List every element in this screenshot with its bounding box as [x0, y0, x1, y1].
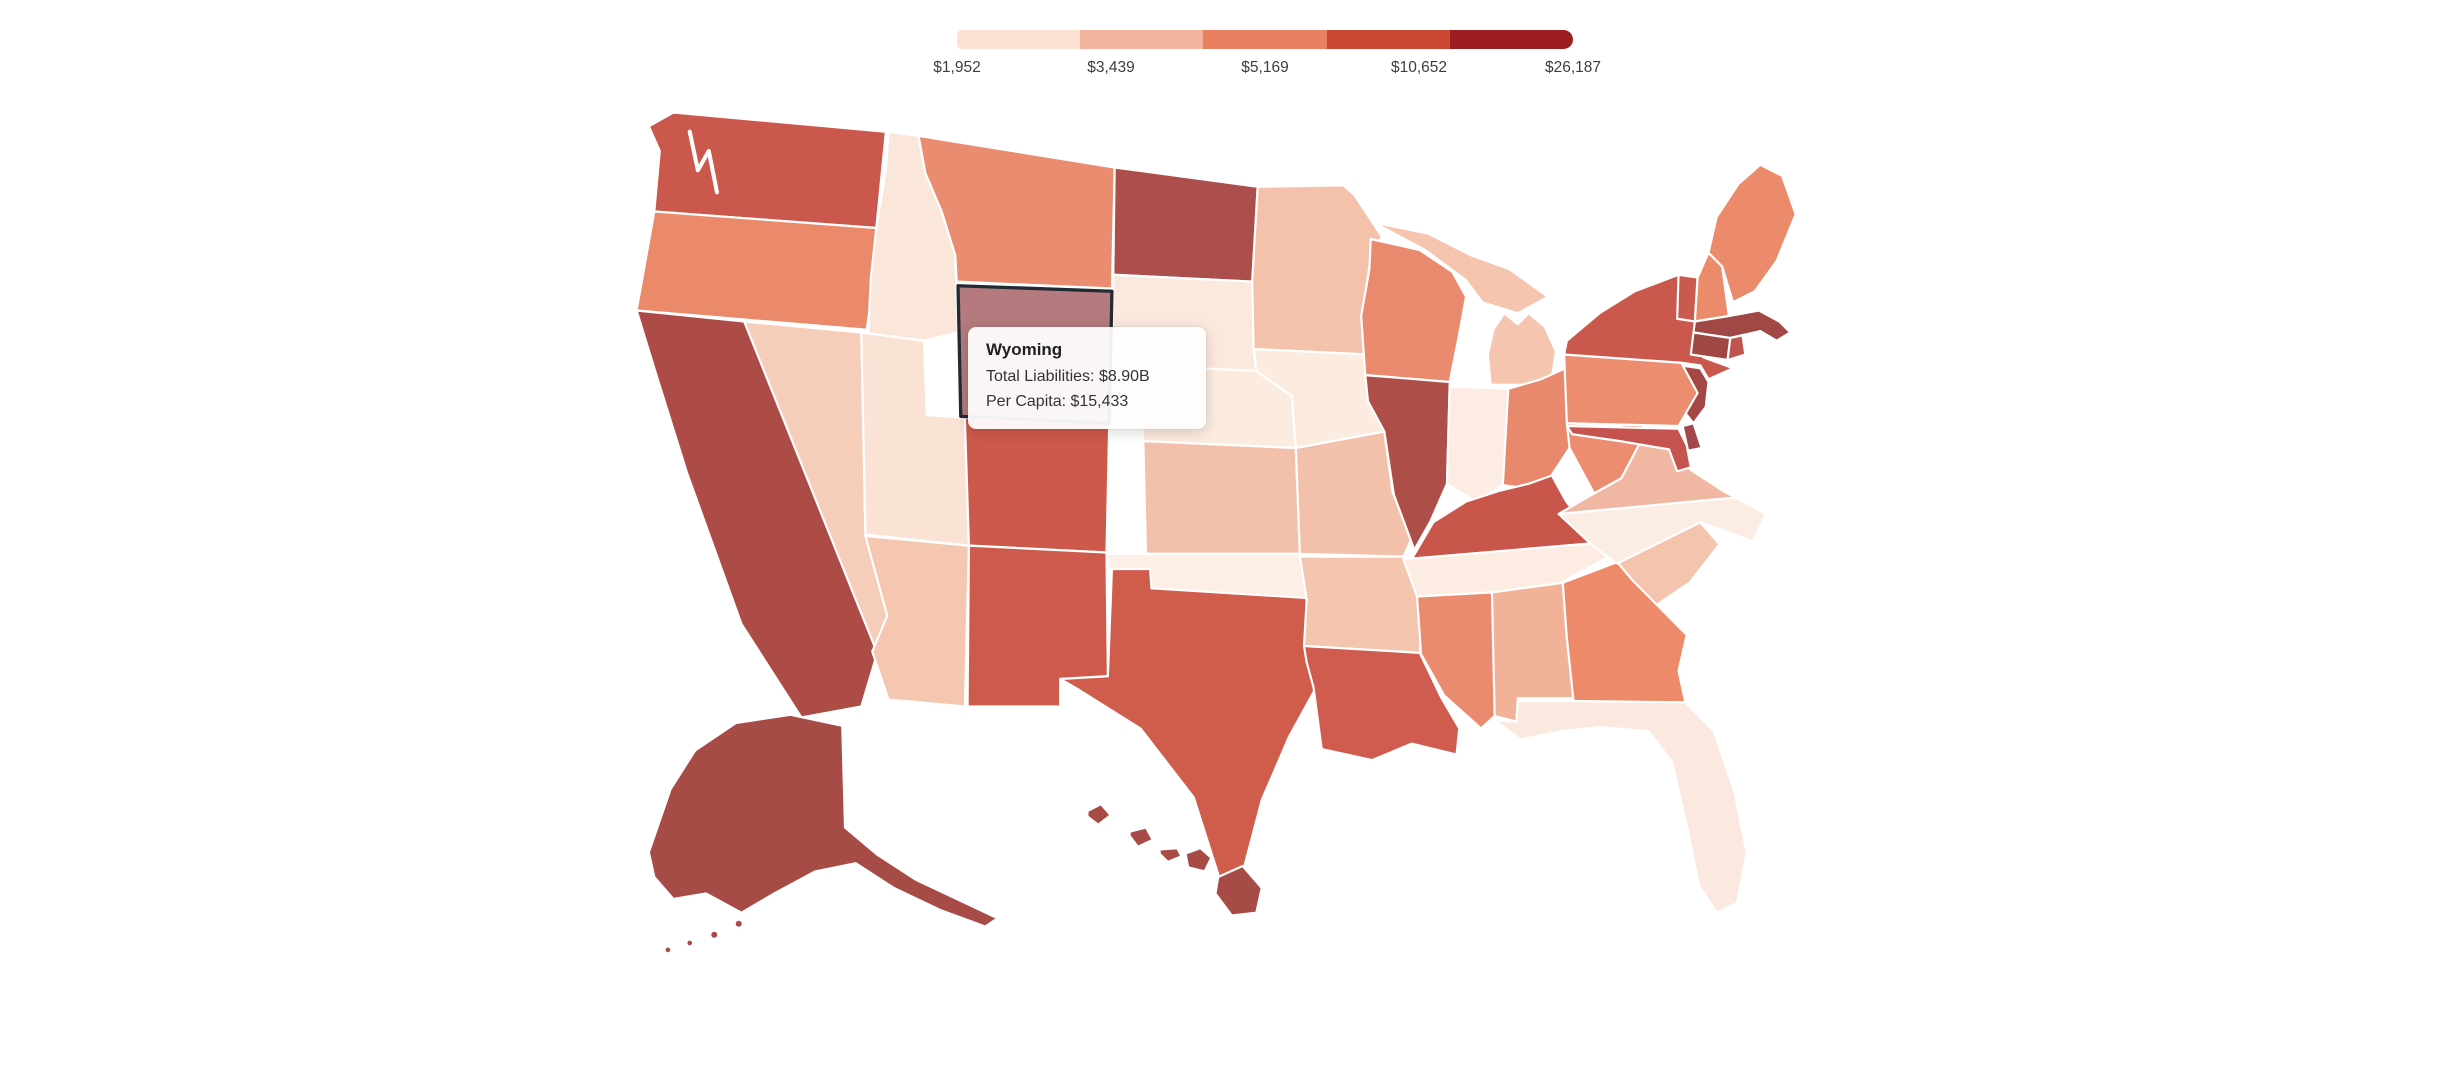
state-michigan-lower-peninsula[interactable] [1486, 312, 1558, 386]
state-hawaii-maui[interactable] [1184, 847, 1213, 873]
legend-swatch-2 [1080, 30, 1204, 49]
state-maine[interactable] [1707, 163, 1797, 304]
state-hawaii-molokai[interactable] [1158, 847, 1183, 863]
state-wisconsin[interactable] [1360, 237, 1468, 384]
state-hawaii-kauai[interactable] [1086, 803, 1112, 826]
state-new-hampshire[interactable] [1693, 251, 1731, 323]
state-florida[interactable] [1493, 699, 1748, 914]
state-ohio[interactable] [1501, 367, 1571, 489]
legend: $1,952 $3,439 $5,169 $10,652 $26,187 [933, 30, 1601, 81]
state-south-dakota[interactable] [1110, 273, 1258, 373]
puget-sound-inlets [687, 129, 720, 195]
state-pennsylvania[interactable] [1563, 353, 1699, 428]
legend-swatch-3 [1203, 30, 1327, 49]
legend-tick-label: $3,439 [1087, 59, 1135, 76]
state-arkansas[interactable] [1298, 555, 1424, 654]
aleutian-island[interactable] [663, 945, 673, 955]
aleutian-island[interactable] [685, 938, 695, 948]
state-louisiana[interactable] [1302, 644, 1461, 762]
legend-tick-label: $1,952 [933, 59, 981, 76]
state-delaware[interactable] [1681, 422, 1703, 452]
state-alaska[interactable] [647, 713, 999, 928]
state-north-dakota[interactable] [1112, 166, 1259, 283]
state-washington[interactable] [647, 111, 887, 230]
legend-labels: $1,952 $3,439 $5,169 $10,652 $26,187 [933, 59, 1601, 81]
us-map [608, 85, 1970, 965]
state-wyoming-highlighted[interactable] [956, 284, 1114, 425]
state-hawaii-big-island[interactable] [1214, 864, 1263, 917]
legend-swatch-5 [1449, 30, 1573, 49]
state-utah[interactable] [860, 331, 971, 547]
legend-tick-label: $5,169 [1241, 59, 1289, 76]
state-texas[interactable] [1059, 567, 1318, 890]
state-maryland[interactable] [1565, 424, 1692, 473]
legend-color-bar [957, 30, 1573, 49]
legend-tick-label: $26,187 [1544, 59, 1602, 76]
state-colorado[interactable] [963, 416, 1111, 554]
state-rhode-island[interactable] [1726, 334, 1747, 362]
state-connecticut[interactable] [1689, 331, 1732, 362]
legend-swatch-4 [1326, 30, 1450, 49]
state-indiana[interactable] [1445, 385, 1510, 503]
aleutian-island[interactable] [709, 929, 720, 940]
state-michigan-upper-peninsula[interactable] [1372, 221, 1549, 315]
state-hawaii-oahu[interactable] [1128, 826, 1154, 848]
state-kansas[interactable] [1142, 440, 1301, 555]
legend-swatch-1 [957, 30, 1081, 49]
state-north-carolina[interactable] [1557, 496, 1767, 565]
state-oregon[interactable] [635, 210, 878, 331]
aleutian-island[interactable] [733, 918, 744, 929]
legend-tick-label: $10,652 [1390, 59, 1448, 76]
